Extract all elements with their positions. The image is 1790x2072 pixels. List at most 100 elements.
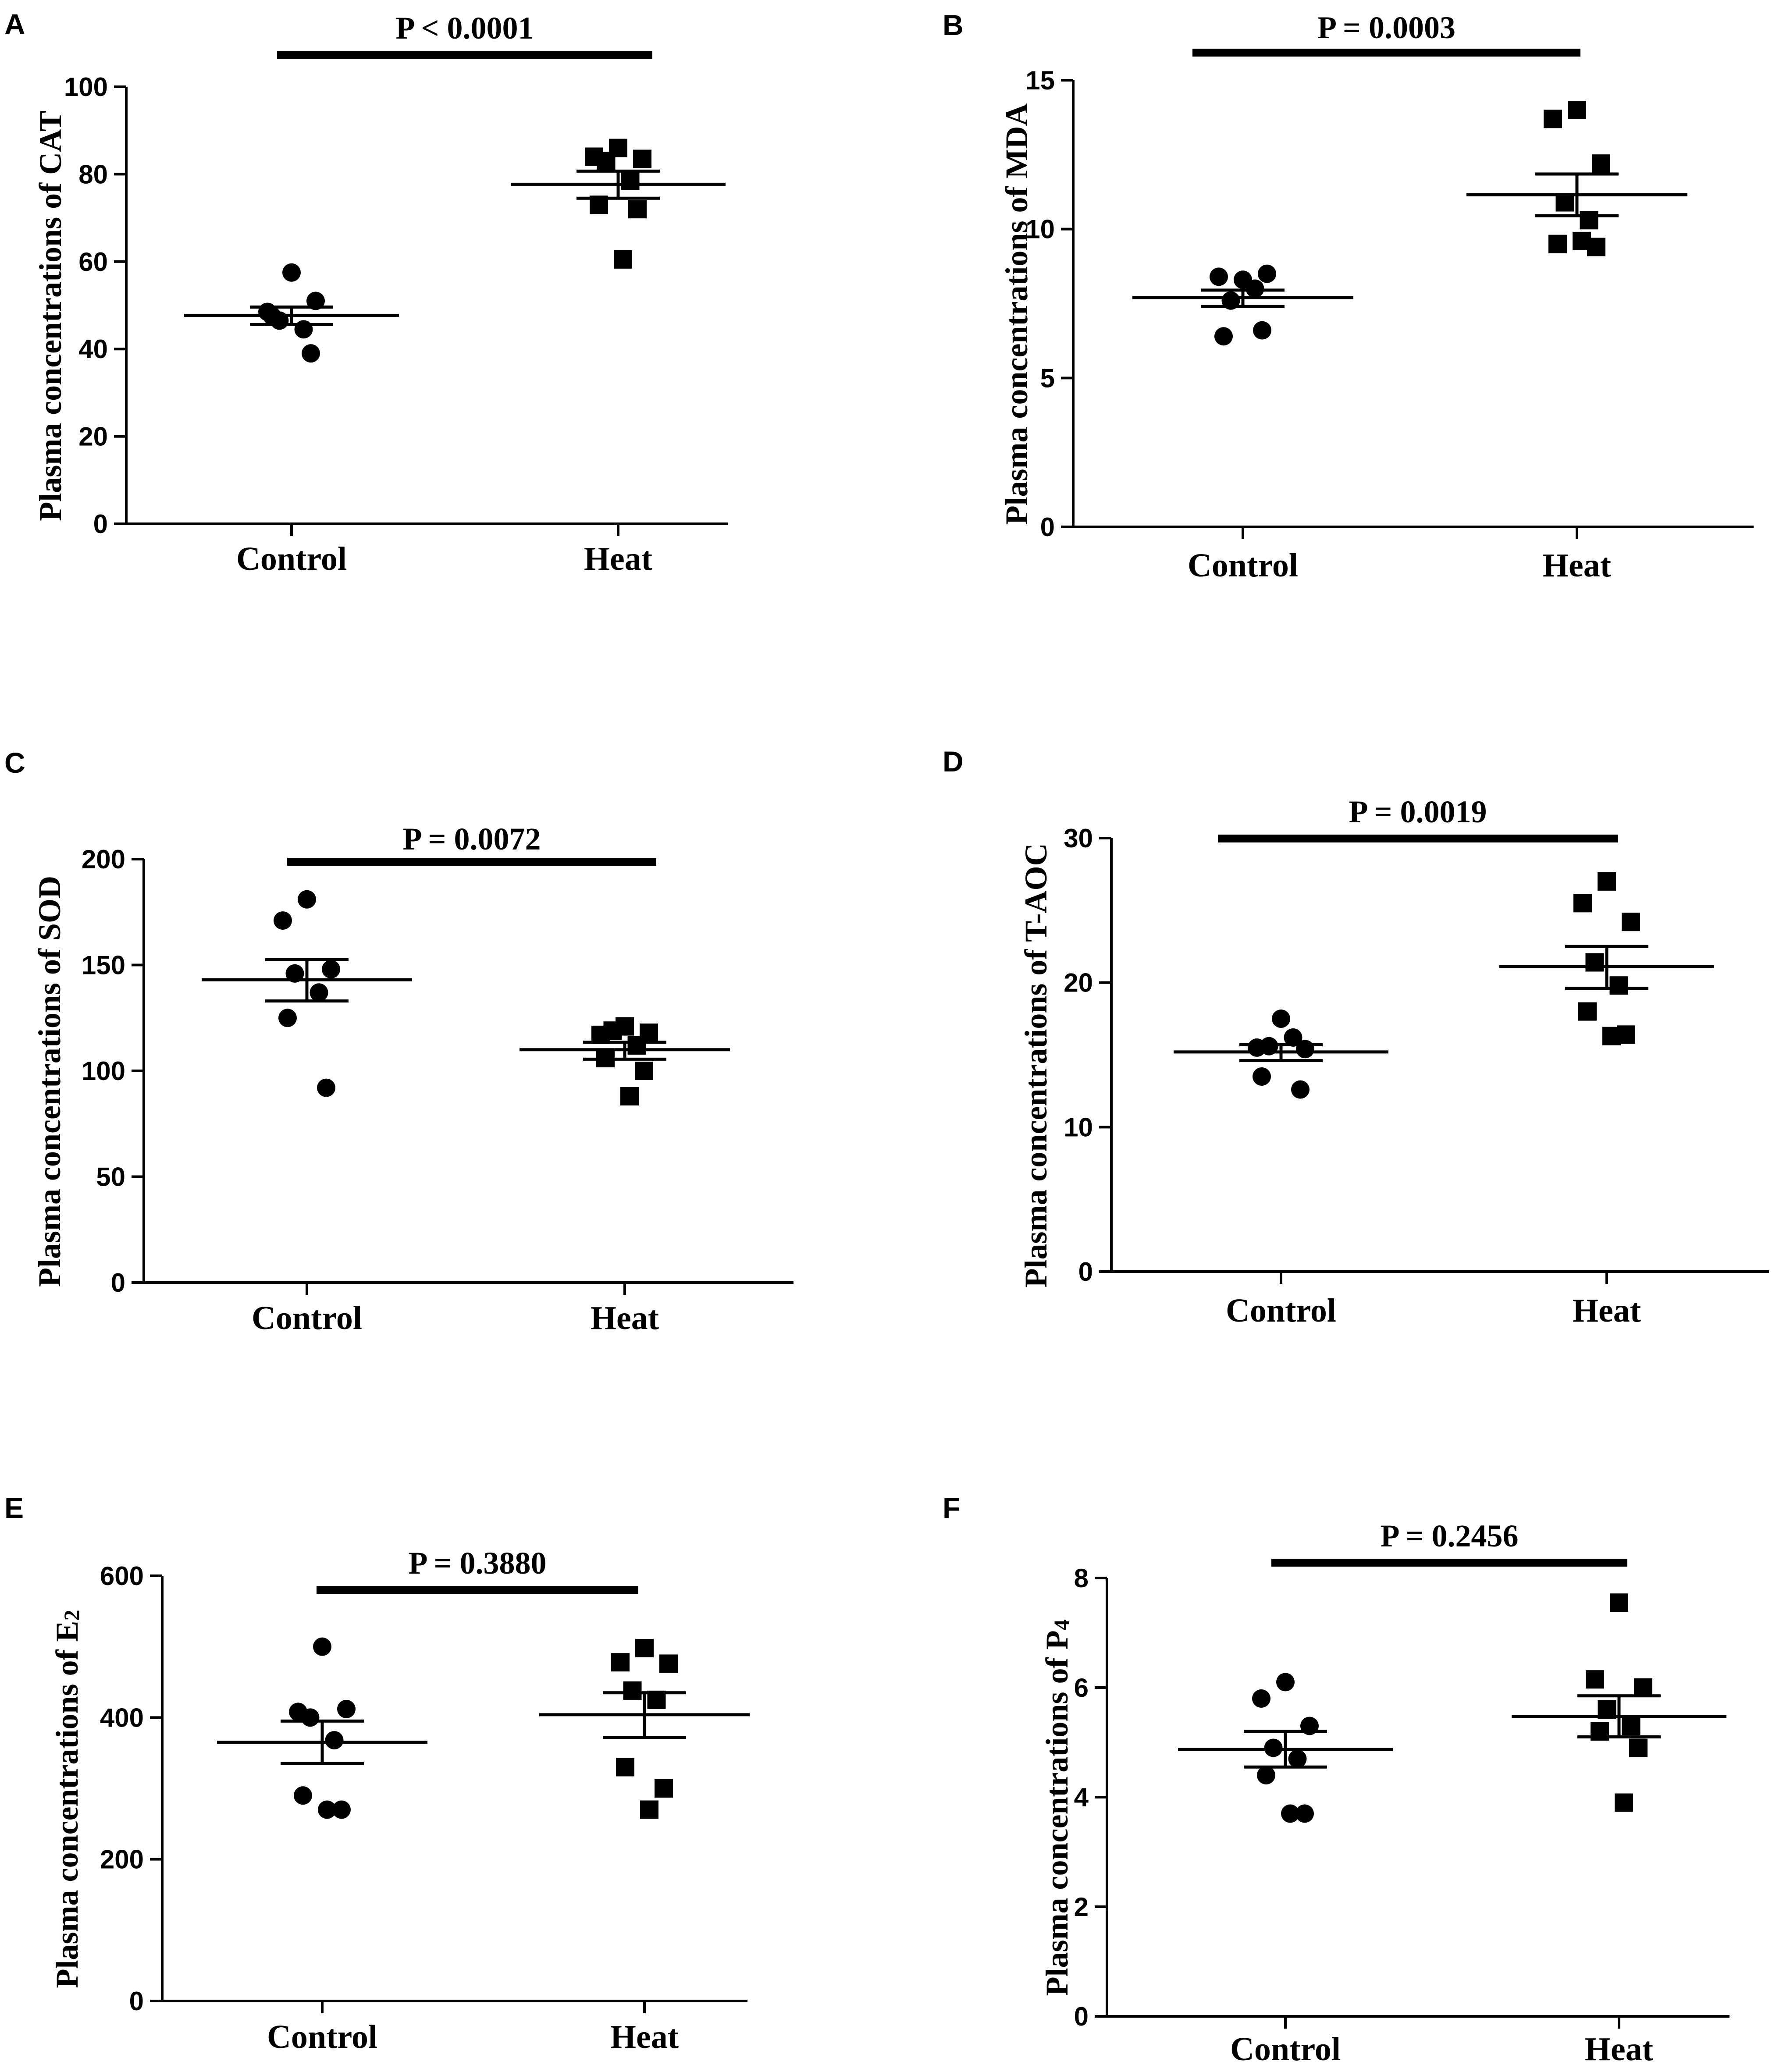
data-point: [655, 1779, 673, 1798]
panel-c: C 0 50 100 150 200 Control Heat Plasma concentra…: [4, 746, 794, 1336]
panel-letter: B: [943, 9, 964, 41]
y-axis-label: Plasma concentrations of E2: [50, 1610, 85, 1988]
data-point: [294, 1786, 312, 1805]
p-value-label: P < 0.0001: [395, 11, 534, 46]
y-axis-label-subscript: 4: [1049, 1620, 1074, 1631]
category-label: Heat: [1585, 2031, 1653, 2068]
y-axis-label-subscript: 2: [59, 1610, 84, 1621]
y-tick-label: 10: [1064, 1112, 1093, 1142]
data-point: [1634, 1678, 1652, 1697]
y-tick-label: 40: [78, 334, 108, 364]
data-point: [597, 152, 616, 171]
series-control: [1174, 1009, 1388, 1099]
data-point: [1295, 1804, 1314, 1823]
y-axis-label: Plasma concentrations of T-AOC: [1018, 843, 1053, 1288]
data-point: [317, 1078, 335, 1097]
panel-f: F 0 2 4 6 8 Control Heat Plasma concentrations o…: [943, 1492, 1730, 2068]
data-point: [285, 964, 304, 983]
data-point: [318, 1800, 336, 1819]
category-label: Control: [267, 2019, 377, 2055]
data-point: [1257, 1766, 1275, 1784]
y-axis-label-text: Plasma concentrations of MDA: [999, 103, 1034, 525]
data-point: [1602, 1027, 1621, 1045]
data-point: [633, 149, 651, 168]
data-point: [1253, 321, 1271, 340]
y-tick-label: 2: [1074, 1892, 1089, 1922]
data-point: [620, 1087, 639, 1105]
data-point: [310, 983, 328, 1002]
data-point: [627, 1036, 646, 1055]
data-point: [325, 1731, 344, 1750]
data-point: [1548, 235, 1567, 253]
y-axis-label: Plasma concentrations of CAT: [33, 110, 68, 521]
data-point: [298, 890, 316, 909]
data-point: [1264, 1738, 1283, 1757]
data-point: [337, 1699, 356, 1718]
data-point: [1585, 953, 1604, 972]
data-point: [1592, 154, 1610, 173]
y-tick-label: 200: [100, 1845, 144, 1874]
panel-letter: F: [943, 1492, 960, 1524]
series-control: [184, 263, 399, 363]
y-tick-label: 0: [129, 1987, 144, 2016]
data-point: [1622, 913, 1640, 931]
data-point: [1610, 1593, 1628, 1612]
y-tick-label: 0: [1078, 1257, 1093, 1287]
panel-e: E 0 200 400 600 Control Heat Plasma concentrati…: [4, 1492, 750, 2055]
panel-letter: A: [4, 8, 25, 40]
data-point: [1568, 100, 1586, 119]
y-axis-label-text: Plasma concentrations of E: [50, 1621, 85, 1988]
y-tick-label: 0: [1074, 2002, 1089, 2031]
category-label: Control: [1226, 1292, 1336, 1329]
panel-letter: C: [4, 746, 25, 779]
category-label: Control: [1230, 2031, 1341, 2068]
data-point: [1615, 1793, 1633, 1812]
data-point: [659, 1654, 678, 1673]
series-heat: [1512, 1593, 1726, 1812]
data-point: [616, 1758, 634, 1777]
data-point: [1288, 1749, 1307, 1768]
p-value-label: P = 0.0019: [1349, 794, 1487, 829]
y-tick-label: 20: [78, 422, 108, 451]
data-point: [1291, 1080, 1310, 1099]
category-label: Heat: [584, 540, 652, 577]
series-heat: [1466, 100, 1687, 256]
y-tick-label: 80: [78, 160, 108, 189]
panel-letter: D: [943, 745, 964, 778]
series-control: [202, 890, 412, 1097]
panel-letter: E: [4, 1492, 24, 1524]
y-tick-label: 8: [1074, 1564, 1089, 1593]
category-label: Heat: [1543, 547, 1611, 584]
p-value-label: P = 0.2456: [1380, 1518, 1518, 1553]
y-tick-label: 10: [1025, 215, 1055, 244]
y-axis-label-text: Plasma concentrations of T-AOC: [1018, 843, 1053, 1288]
data-point: [313, 1637, 331, 1656]
series-heat: [539, 1638, 750, 1819]
data-point: [1214, 327, 1233, 346]
data-point: [1276, 1673, 1295, 1692]
data-point: [332, 1800, 351, 1819]
y-tick-label: 30: [1064, 824, 1093, 853]
y-axis-label-text: Plasma concentrations of SOD: [32, 876, 67, 1287]
data-point: [301, 1708, 320, 1727]
data-point: [1281, 1804, 1299, 1823]
y-axis-label-text: Plasma concentrations of P: [1039, 1631, 1075, 1996]
category-label: Heat: [1573, 1292, 1641, 1329]
series-heat: [1499, 872, 1714, 1045]
data-point: [611, 1653, 630, 1672]
data-point: [322, 960, 340, 979]
data-point: [1586, 1670, 1604, 1689]
y-tick-label: 6: [1074, 1673, 1089, 1702]
category-label: Control: [236, 540, 347, 577]
data-point: [1580, 211, 1598, 230]
data-point: [1578, 1002, 1597, 1021]
y-tick-label: 400: [100, 1703, 144, 1732]
data-point: [621, 171, 640, 190]
y-tick-label: 200: [82, 845, 125, 874]
data-point: [1252, 1689, 1270, 1708]
data-point: [603, 1021, 622, 1040]
series-heat: [520, 1017, 730, 1105]
data-point: [294, 320, 313, 339]
category-label: Heat: [610, 2019, 679, 2055]
